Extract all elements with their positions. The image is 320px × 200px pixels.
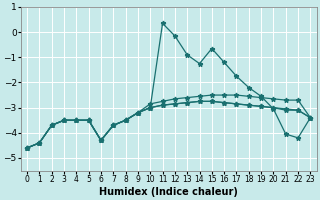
X-axis label: Humidex (Indice chaleur): Humidex (Indice chaleur) <box>99 187 238 197</box>
